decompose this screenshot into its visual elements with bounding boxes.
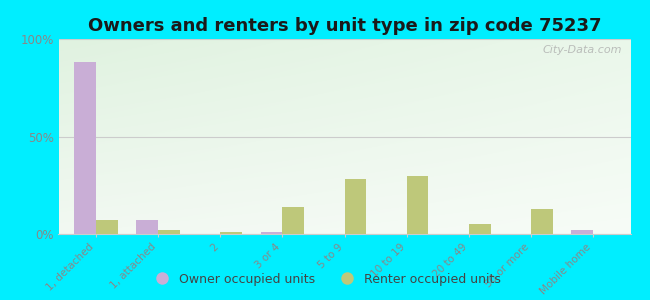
Bar	[158, 230, 180, 234]
Legend: Owner occupied units, Renter occupied units: Owner occupied units, Renter occupied un…	[144, 268, 506, 291]
Bar	[96, 220, 118, 234]
Text: City-Data.com: City-Data.com	[542, 45, 622, 55]
Bar	[344, 179, 366, 234]
Bar	[407, 176, 428, 234]
Bar	[469, 224, 491, 234]
Title: Owners and renters by unit type in zip code 75237: Owners and renters by unit type in zip c…	[88, 17, 601, 35]
Bar	[571, 230, 593, 234]
Bar	[220, 232, 242, 234]
Bar	[531, 209, 552, 234]
Bar	[282, 207, 304, 234]
Bar	[74, 62, 96, 234]
Bar	[261, 232, 282, 234]
Bar	[136, 220, 158, 234]
